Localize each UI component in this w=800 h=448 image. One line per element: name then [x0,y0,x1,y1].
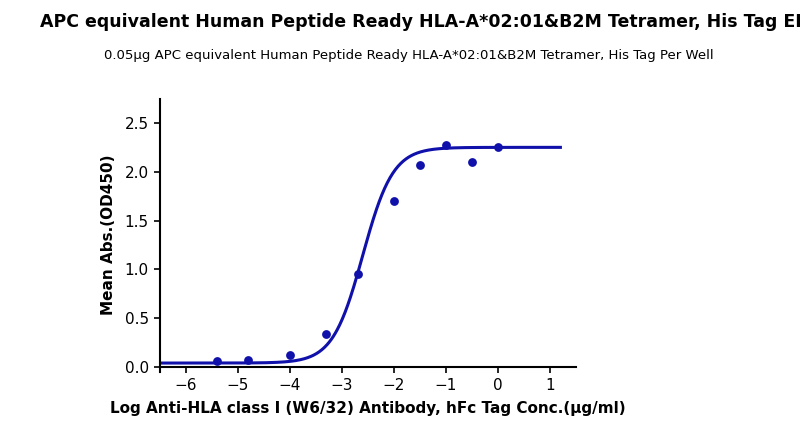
Point [283,352,296,359]
Y-axis label: Mean Abs.(OD450): Mean Abs.(OD450) [102,155,117,315]
Point [351,271,364,278]
Point [242,357,254,364]
X-axis label: Log Anti-HLA class I (W6/32) Antibody, hFc Tag Conc.(μg/ml): Log Anti-HLA class I (W6/32) Antibody, h… [110,401,626,416]
Point [387,198,400,205]
Point [440,142,453,149]
Point [320,330,333,337]
Point [211,358,224,365]
Point [491,144,505,151]
Point [466,159,478,166]
Text: APC equivalent Human Peptide Ready HLA-A*02:01&B2M Tetramer, His Tag ELISA: APC equivalent Human Peptide Ready HLA-A… [40,13,800,31]
Point [414,161,426,168]
Text: 0.05μg APC equivalent Human Peptide Ready HLA-A*02:01&B2M Tetramer, His Tag Per : 0.05μg APC equivalent Human Peptide Read… [104,49,714,62]
